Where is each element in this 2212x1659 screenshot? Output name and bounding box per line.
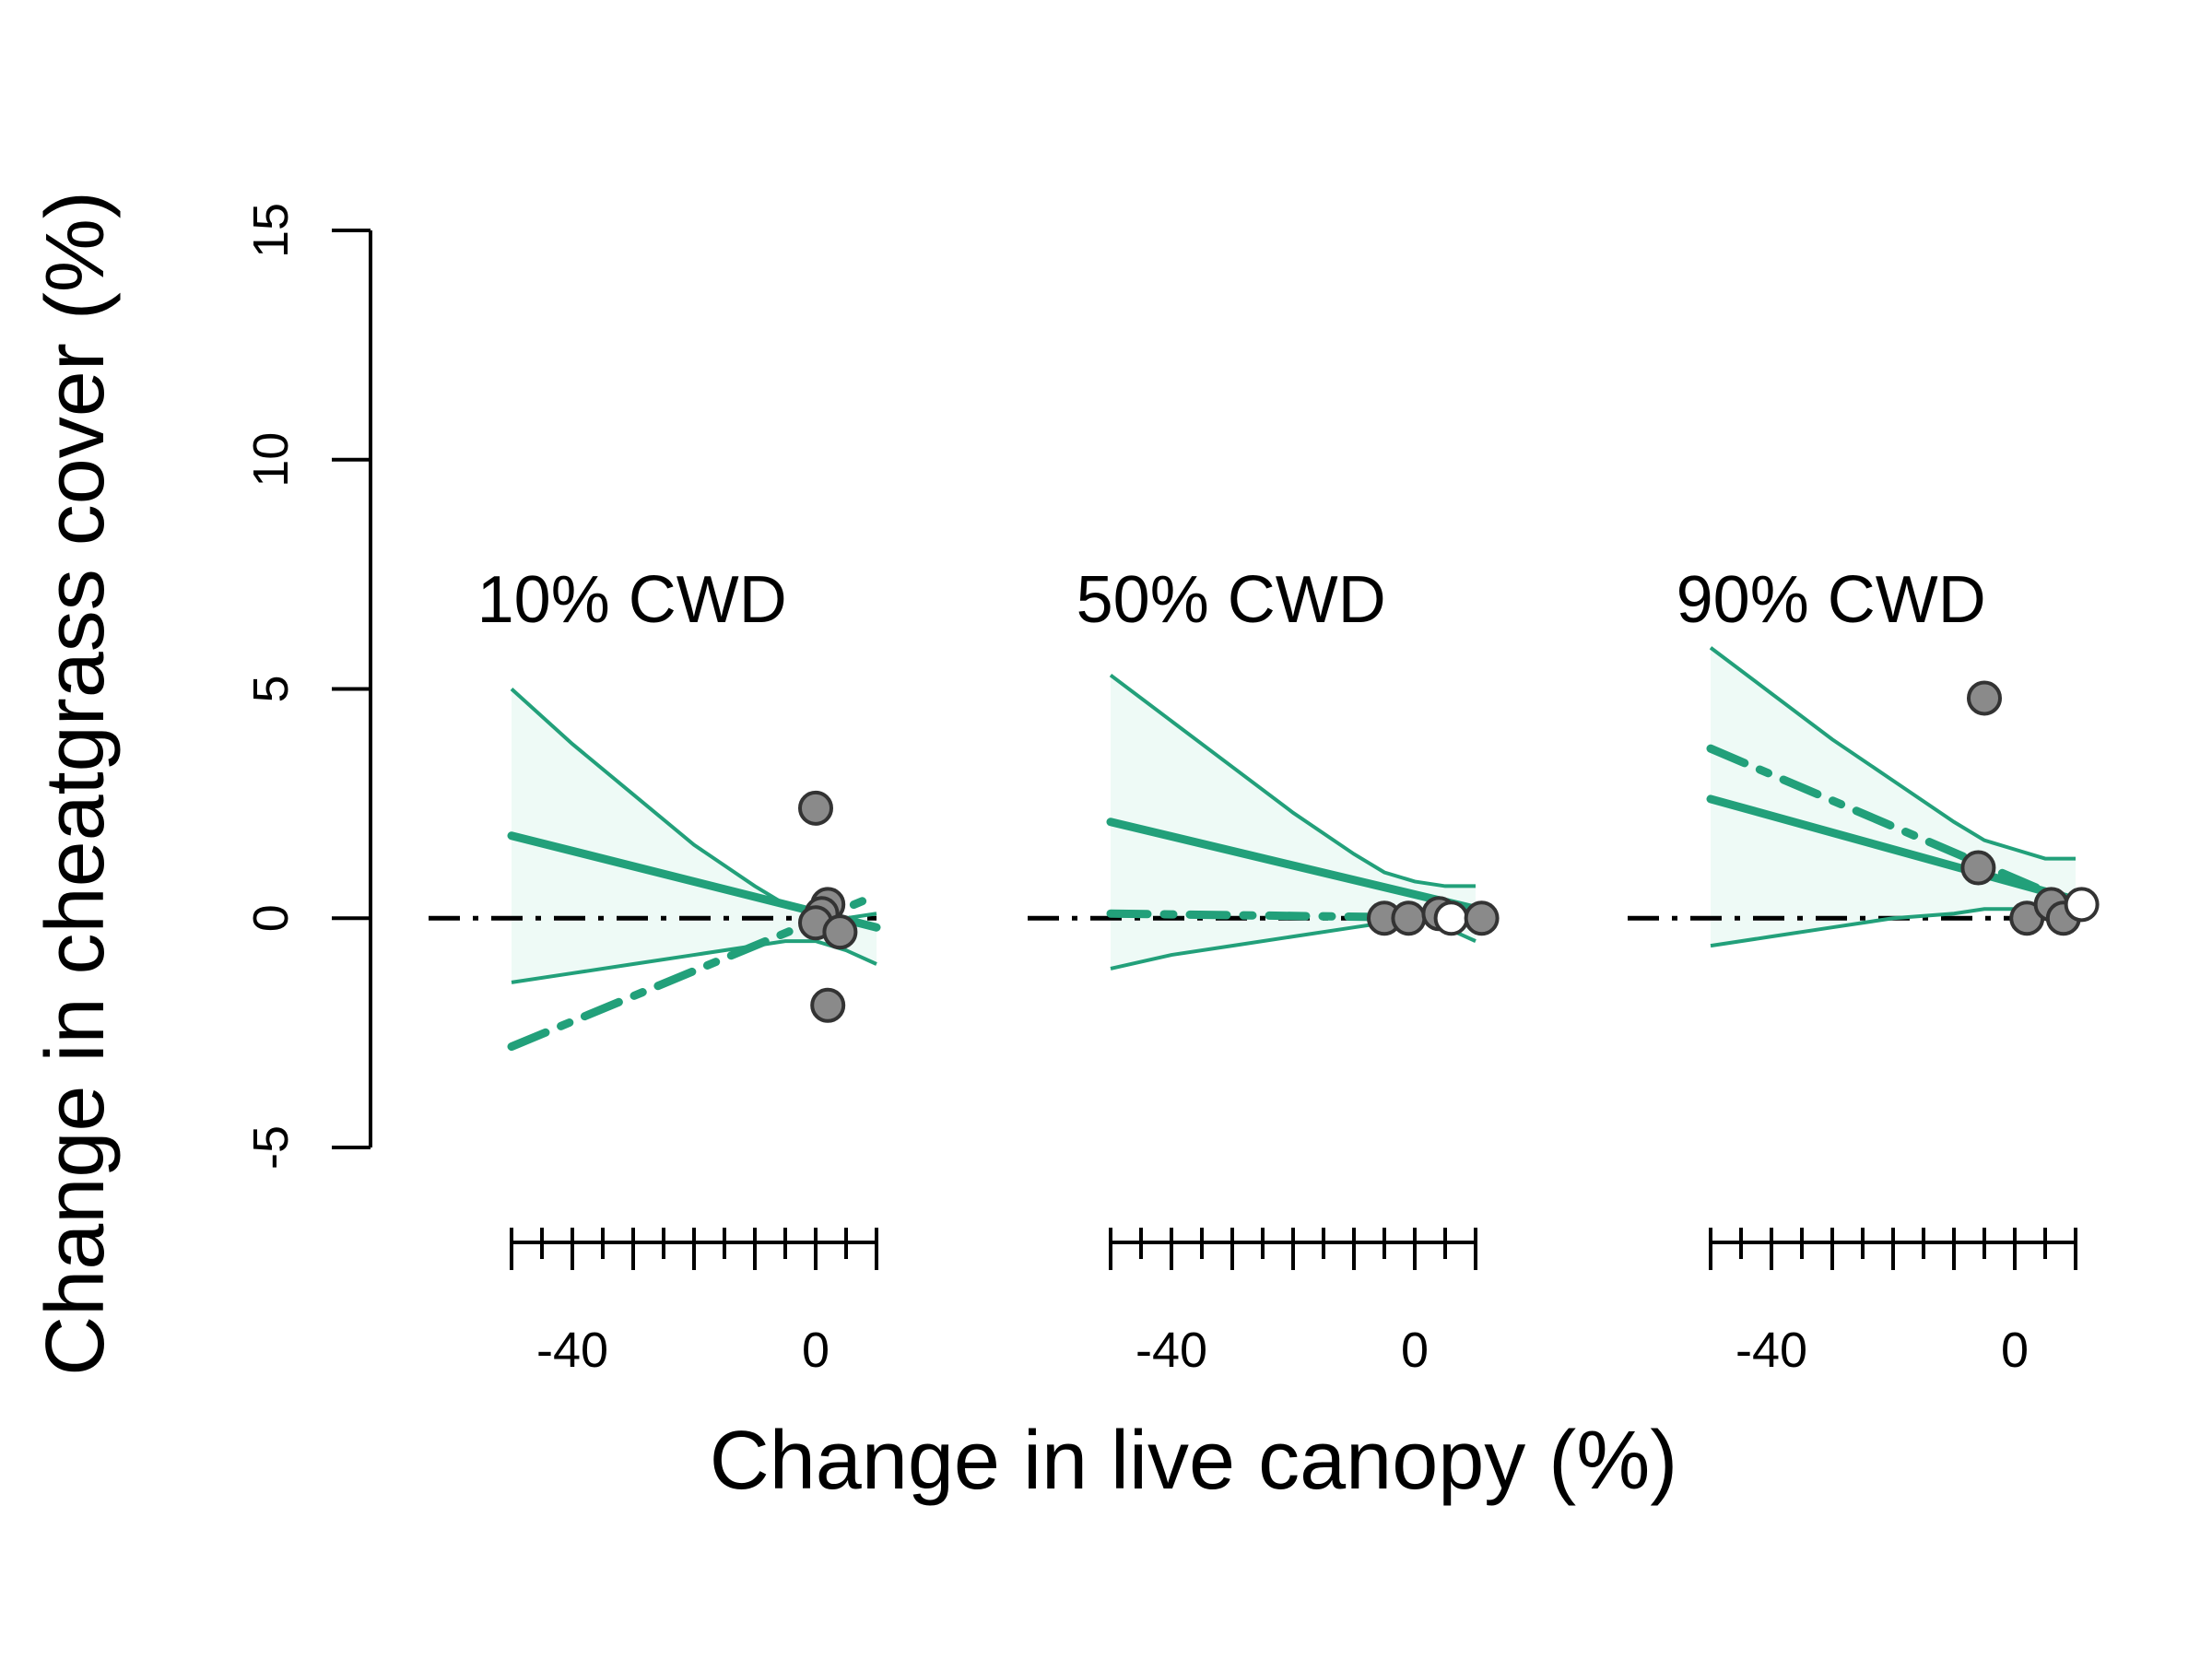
- confidence-band: [1111, 675, 1476, 969]
- data-point: [1433, 900, 1469, 936]
- y-tick-label: 0: [243, 904, 299, 932]
- ci-upper-line: [1709, 646, 2076, 861]
- data-point: [1464, 900, 1500, 936]
- panel-label: 10% CWD: [477, 563, 787, 637]
- panel-2: 50% CWD -40 0: [1028, 563, 1500, 1378]
- panel-3: 90% CWD -40 0: [1628, 563, 2100, 1378]
- panel-label: 50% CWD: [1077, 563, 1386, 637]
- x-tick-label: -40: [1735, 1323, 1807, 1378]
- data-point: [798, 790, 833, 826]
- x-tick-label: 0: [1401, 1323, 1429, 1378]
- data-point: [2064, 887, 2100, 923]
- y-tick-label: -5: [243, 1125, 299, 1170]
- x-axis-title: Change in live canopy (%): [710, 1415, 1678, 1507]
- fitted-line: [1106, 818, 1480, 913]
- y-axis: -5 0 5 10 15: [243, 203, 372, 1170]
- y-tick-label: 10: [243, 432, 299, 488]
- panel-label: 90% CWD: [1677, 563, 1986, 637]
- y-axis-title: Change in cheatgrass cover (%): [29, 191, 122, 1376]
- x-tick-label: -40: [536, 1323, 608, 1378]
- y-tick-label: 5: [243, 675, 299, 702]
- data-point: [1960, 850, 1996, 886]
- dash-dot-fit-line: [1706, 744, 2080, 909]
- data-point: [1967, 680, 2002, 716]
- data-point: [1391, 900, 1427, 936]
- ci-upper-line: [1109, 673, 1476, 888]
- y-tick-label: 15: [243, 203, 299, 258]
- x-tick-label: 0: [802, 1323, 830, 1378]
- fitted-line: [1706, 794, 2080, 904]
- x-tick-label: 0: [2001, 1323, 2029, 1378]
- confidence-band: [1711, 647, 2076, 947]
- data-point: [810, 987, 846, 1023]
- data-point: [822, 914, 858, 950]
- confidence-band: [512, 688, 877, 982]
- chart-panels: 10% CWD -40 0 50% CWD -40 0 90% CWD -40 0: [429, 563, 2100, 1378]
- panel-1: 10% CWD -40 0: [429, 563, 881, 1378]
- x-tick-label: -40: [1135, 1323, 1207, 1378]
